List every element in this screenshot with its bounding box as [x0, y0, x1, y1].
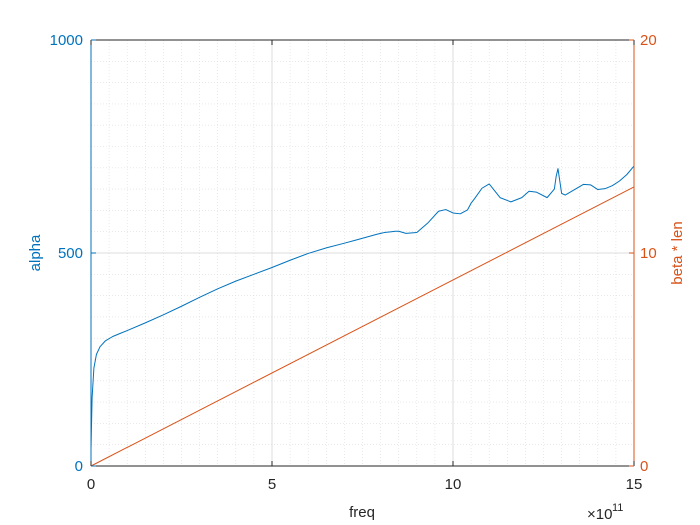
beta-len-series-line [90, 186, 635, 467]
right-tick-label: 10 [640, 245, 657, 262]
x-exponent-label: ×10 11 [587, 502, 623, 523]
x-exponent-base: ×10 [587, 506, 612, 523]
x-axis-label: freq [349, 504, 375, 521]
axes [90, 39, 635, 467]
right-tick-label: 0 [640, 458, 648, 475]
grid-lines [90, 39, 635, 467]
x-tick-label: 0 [87, 476, 95, 493]
left-axis-label: alpha [27, 234, 44, 271]
left-tick-label: 1000 [50, 32, 83, 49]
x-tick-label: 10 [445, 476, 462, 493]
x-tick-label: 15 [626, 476, 643, 493]
left-tick-label: 500 [58, 245, 83, 262]
right-tick-label: 20 [640, 32, 657, 49]
right-axis-label: beta * len [669, 221, 686, 284]
x-tick-label: 5 [268, 476, 276, 493]
x-exponent-power: 11 [612, 502, 623, 514]
left-tick-label: 0 [75, 458, 83, 475]
alpha-series-line [90, 165, 635, 449]
series-lines [90, 165, 635, 467]
